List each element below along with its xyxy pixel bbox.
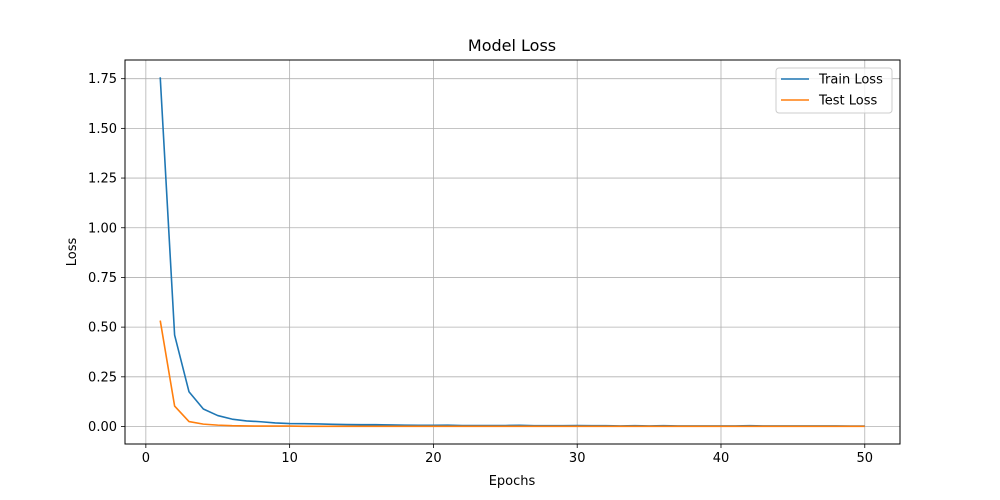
y-tick-label: 1.25 <box>88 172 117 187</box>
x-tick-label: 20 <box>425 451 442 466</box>
legend: Train Loss Test Loss <box>775 67 893 114</box>
series-group <box>159 77 865 428</box>
x-axis-label: Epochs <box>489 474 536 489</box>
legend-label: Test Loss <box>818 94 877 109</box>
series-line-test-loss <box>159 320 865 428</box>
y-tick-label: 1.50 <box>88 122 117 137</box>
plot-frame <box>124 59 901 445</box>
y-tick-label: 0.75 <box>88 271 117 286</box>
y-tick-label: 0.50 <box>88 321 117 336</box>
y-tick-label: 0.25 <box>88 370 117 385</box>
x-tick-label: 10 <box>281 451 298 466</box>
x-tick-label: 30 <box>569 451 586 466</box>
x-tick-label: 0 <box>142 451 150 466</box>
x-tick-label: 50 <box>856 451 873 466</box>
chart-title: Model Loss <box>468 36 556 55</box>
legend-label: Train Loss <box>818 73 883 88</box>
y-tick-label: 1.75 <box>88 72 117 87</box>
y-axis-label: Loss <box>65 238 80 267</box>
x-tick-label: 40 <box>713 451 730 466</box>
y-tick-label: 1.00 <box>88 221 117 236</box>
y-tick-label: 0.00 <box>88 420 117 435</box>
ticks: 0 10 20 30 40 50 0.00 0.25 0.50 0.75 1.00 1.25 1.50 1… <box>88 72 873 466</box>
